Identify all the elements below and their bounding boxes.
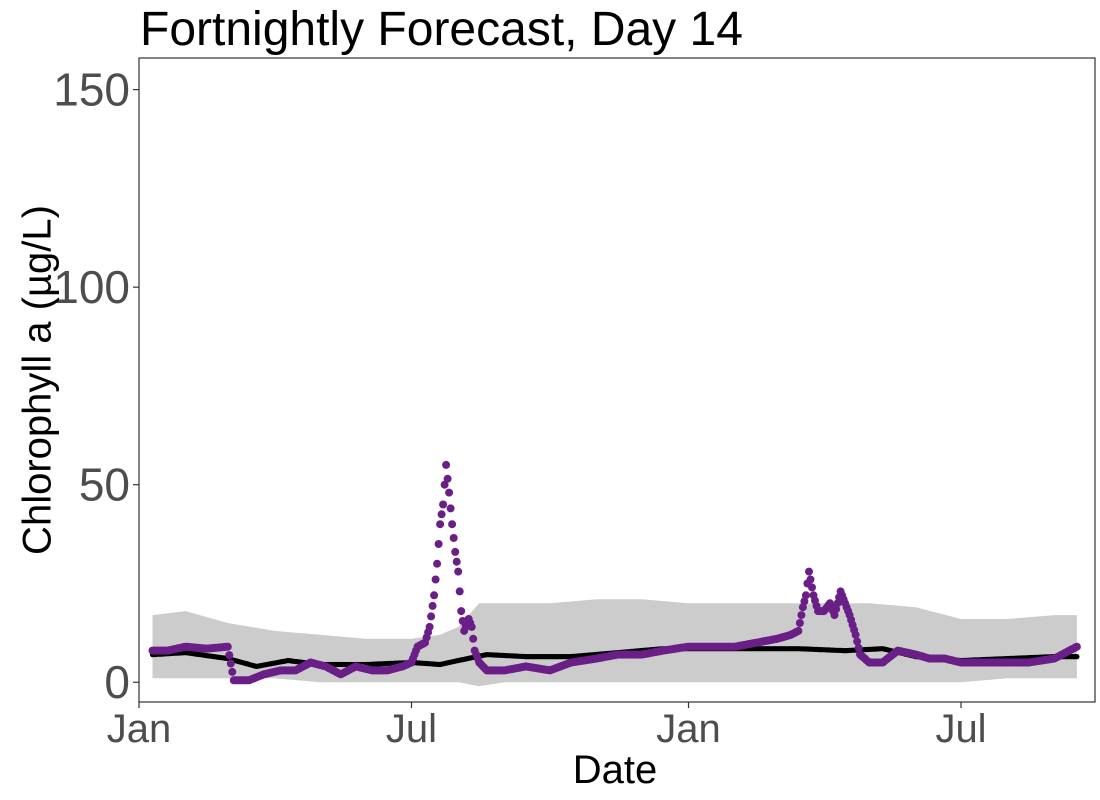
- observed-point: [795, 619, 804, 627]
- observed-point: [443, 474, 452, 483]
- observed-point: [442, 460, 451, 469]
- observed-point: [455, 587, 464, 596]
- y-tick-label: 150: [53, 64, 130, 116]
- observed-point: [805, 567, 813, 576]
- observed-point: [851, 630, 860, 639]
- observed-point: [427, 612, 436, 621]
- observed-point: [853, 637, 862, 646]
- observed-point: [440, 480, 449, 489]
- observed-point: [469, 634, 478, 643]
- observed-point: [794, 626, 803, 635]
- y-axis-title: Chlorophyll a (µg/L): [15, 205, 60, 555]
- observed-point: [439, 500, 448, 509]
- observed-point: [430, 591, 439, 600]
- observed-point: [226, 659, 235, 668]
- x-tick-label: Jul: [386, 707, 437, 751]
- observed-point: [797, 611, 806, 620]
- observed-point: [228, 667, 237, 676]
- observed-point: [436, 520, 445, 529]
- x-tick-label: Jan: [656, 707, 721, 751]
- x-axis-title: Date: [572, 748, 658, 792]
- observed-point: [431, 575, 440, 584]
- observed-point: [451, 547, 460, 556]
- observed-point: [806, 575, 815, 584]
- observed-point: [454, 567, 463, 576]
- observed-point: [457, 607, 466, 616]
- observed-point: [425, 622, 434, 631]
- data-layer: [148, 460, 1081, 687]
- observed-point: [434, 540, 443, 548]
- observed-series: [148, 460, 1081, 685]
- observed-point: [223, 642, 232, 651]
- chart-title: Fortnightly Forecast, Day 14: [140, 3, 743, 56]
- axes-layer: 0 50 100 150 Jan Jul Jan Jul: [53, 64, 986, 751]
- observed-point: [808, 583, 816, 592]
- observed-point: [448, 520, 457, 529]
- observed-point: [437, 510, 446, 519]
- observed-point: [1072, 642, 1081, 651]
- y-tick-label: 50: [79, 459, 130, 511]
- plot-panel-border: [138, 57, 1096, 703]
- x-tick-label: Jan: [107, 707, 172, 751]
- forecast-point: [1074, 654, 1080, 660]
- observed-point: [428, 601, 437, 610]
- observed-point: [445, 488, 454, 497]
- observed-point: [467, 622, 476, 631]
- observed-point: [452, 557, 461, 566]
- observed-point: [446, 504, 455, 513]
- y-tick-label: 100: [53, 261, 130, 313]
- observed-point: [801, 591, 810, 600]
- observed-point: [854, 644, 863, 652]
- observed-point: [800, 597, 809, 606]
- x-tick-label: Jul: [935, 707, 986, 751]
- y-tick-label: 0: [104, 656, 130, 708]
- observed-point: [225, 651, 234, 660]
- observed-point: [832, 605, 841, 614]
- observed-point: [449, 534, 458, 542]
- observed-point: [433, 559, 442, 568]
